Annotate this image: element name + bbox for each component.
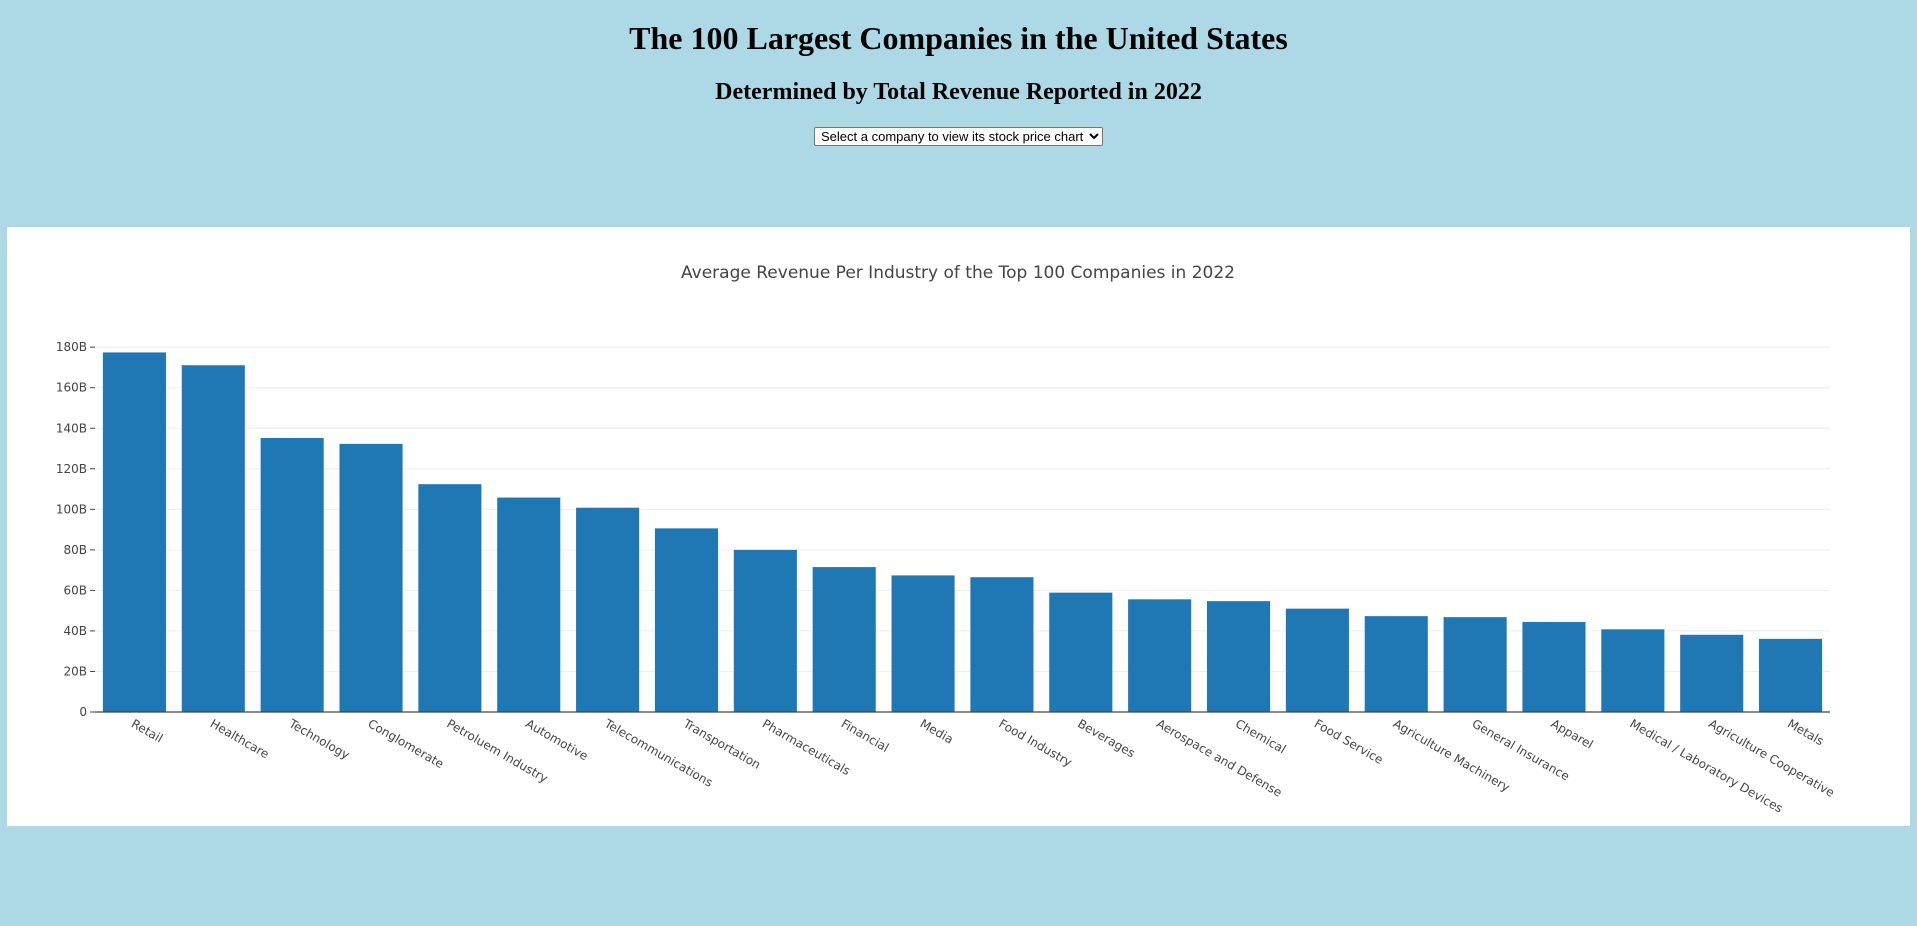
x-tick-label: Automotive xyxy=(523,716,590,763)
x-tick-label: Healthcare xyxy=(208,716,272,761)
bar-chart: Average Revenue Per Industry of the Top … xyxy=(56,263,1837,816)
bar[interactable] xyxy=(418,484,482,712)
x-tick-label: Medical / Laboratory Devices xyxy=(1627,716,1785,815)
y-tick-label: 60B xyxy=(63,583,87,597)
bar[interactable] xyxy=(1128,599,1192,712)
y-tick-label: 20B xyxy=(63,664,87,678)
bar[interactable] xyxy=(576,507,640,712)
y-tick-label: 80B xyxy=(63,543,87,557)
chart-panel: Average Revenue Per Industry of the Top … xyxy=(7,227,1910,826)
page-subtitle: Determined by Total Revenue Reported in … xyxy=(715,79,1202,105)
bar[interactable] xyxy=(181,365,245,712)
chart-title: Average Revenue Per Industry of the Top … xyxy=(681,263,1235,283)
page-title: The 100 Largest Companies in the United … xyxy=(629,20,1288,56)
bar[interactable] xyxy=(654,528,719,712)
bar[interactable] xyxy=(1049,592,1113,712)
y-tick-label: 160B xyxy=(56,381,87,395)
bar[interactable] xyxy=(260,437,324,712)
x-tick-label: Conglomerate xyxy=(366,716,447,771)
x-tick-label: Metals xyxy=(1785,716,1826,748)
x-tick-label: Technology xyxy=(286,716,352,762)
bar[interactable] xyxy=(1759,638,1823,712)
x-tick-label: Beverages xyxy=(1075,716,1137,760)
x-tick-label: Financial xyxy=(839,716,892,754)
x-tick-label: Agriculture Cooperative xyxy=(1706,716,1837,799)
bar[interactable] xyxy=(497,497,561,712)
y-tick-label: 40B xyxy=(63,624,87,638)
bar[interactable] xyxy=(1364,616,1428,712)
company-select[interactable]: Select a company to view its stock price… xyxy=(814,127,1103,146)
bar[interactable] xyxy=(812,567,876,712)
x-tick-label: Media xyxy=(918,716,956,746)
bar[interactable] xyxy=(1443,617,1507,712)
bar[interactable] xyxy=(339,443,403,712)
x-tick-label: Pharmaceuticals xyxy=(760,716,853,778)
bar[interactable] xyxy=(733,549,797,712)
bar[interactable] xyxy=(1522,622,1586,712)
x-tick-label: Retail xyxy=(129,716,165,745)
y-tick-label: 140B xyxy=(56,421,87,435)
bar[interactable] xyxy=(1285,608,1349,712)
bar[interactable] xyxy=(970,577,1034,712)
bar[interactable] xyxy=(102,352,166,712)
x-tick-label: Food Service xyxy=(1312,716,1386,767)
x-tick-label: Aerospace and Defense xyxy=(1154,716,1284,799)
bar[interactable] xyxy=(1206,601,1271,712)
x-tick-label: Food Industry xyxy=(996,716,1074,769)
x-tick-label: Chemical xyxy=(1233,716,1288,756)
y-tick-label: 100B xyxy=(56,502,87,516)
bar[interactable] xyxy=(1601,629,1665,712)
y-tick-label: 120B xyxy=(56,462,87,476)
bar[interactable] xyxy=(891,575,955,712)
bar[interactable] xyxy=(1680,634,1744,712)
y-tick-label: 0 xyxy=(79,705,87,719)
y-tick-label: 180B xyxy=(56,340,87,354)
x-tick-label: Apparel xyxy=(1548,716,1595,751)
